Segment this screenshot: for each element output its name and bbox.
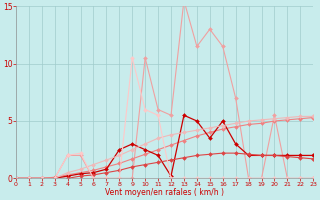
X-axis label: Vent moyen/en rafales ( km/h ): Vent moyen/en rafales ( km/h ) [105, 188, 224, 197]
